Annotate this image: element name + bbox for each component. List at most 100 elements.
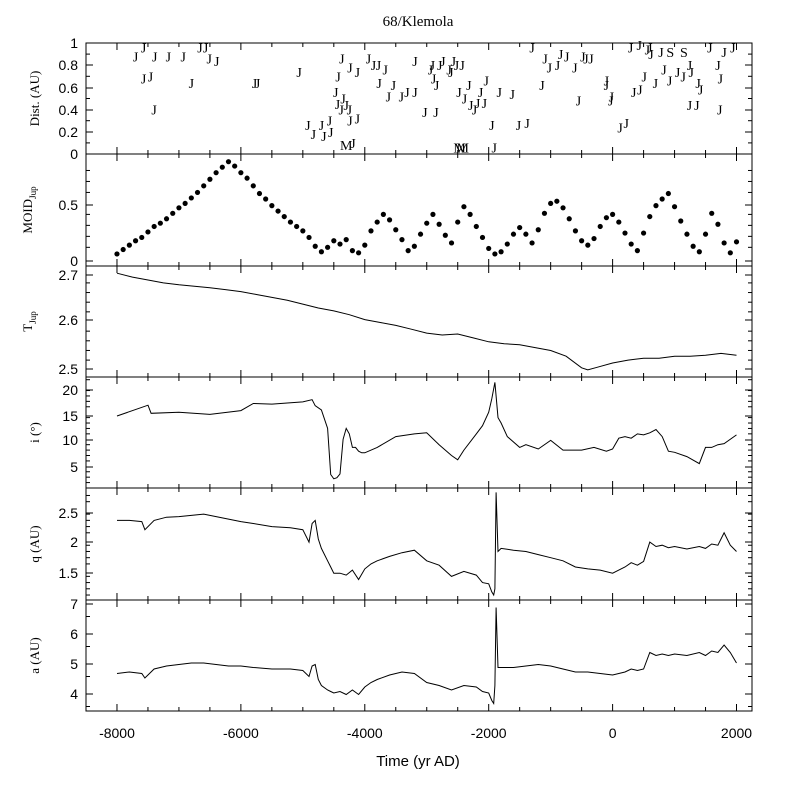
encounter-marker-J: J: [628, 41, 634, 56]
y-axis-label-text: T: [20, 324, 35, 332]
y-axis-label-text: i (°): [27, 422, 42, 443]
moid-point: [157, 220, 163, 226]
encounter-marker-J: J: [151, 104, 157, 119]
encounter-marker-J: J: [355, 112, 361, 127]
x-tick-label: -4000: [347, 725, 383, 741]
encounter-marker-J: J: [434, 79, 440, 94]
encounter-marker-J: J: [492, 141, 498, 156]
y-tick-label: 2.5: [59, 505, 79, 521]
encounter-marker-J: J: [446, 64, 452, 79]
y-axis-label-subscript: Jup: [28, 186, 38, 199]
moid-point: [201, 183, 207, 189]
y-axis-label-moid: MOIDJup: [20, 186, 38, 234]
y-axis-label-dist: Dist. (AU): [27, 71, 42, 127]
moid-point: [727, 250, 733, 256]
moid-point: [467, 211, 473, 217]
encounter-marker-J: J: [645, 44, 651, 59]
moid-point: [498, 249, 504, 255]
x-tick-label: -2000: [471, 725, 507, 741]
encounter-marker-J: J: [459, 59, 465, 74]
moid-point: [139, 234, 145, 241]
encounter-marker-J: J: [207, 53, 213, 68]
moid-point: [393, 227, 399, 233]
moid-point: [721, 240, 727, 246]
y-axis-label-text: MOID: [20, 199, 35, 234]
y-tick-label: 5: [70, 459, 78, 475]
encounter-marker-J: J: [440, 55, 446, 70]
moid-point: [225, 159, 232, 165]
moid-point: [368, 228, 374, 234]
encounter-marker-J: J: [133, 50, 139, 65]
encounter-marker-J: J: [516, 119, 522, 134]
moid-point: [529, 240, 535, 246]
moid-point: [380, 211, 386, 217]
moid-point: [300, 228, 306, 234]
encounter-marker-J: J: [539, 79, 545, 94]
encounter-marker-J: J: [319, 119, 325, 134]
moid-point: [486, 245, 492, 252]
moid-point: [603, 215, 610, 221]
x-axis-label: Time (yr AD): [376, 753, 460, 770]
y-axis-label-incl: i (°): [27, 422, 42, 443]
encounter-marker-S: S: [666, 46, 674, 61]
moid-point: [448, 240, 455, 246]
moid-point: [170, 210, 176, 216]
moid-point: [461, 204, 467, 210]
moid-point: [640, 230, 647, 236]
encounter-marker-J: J: [580, 50, 586, 65]
encounter-marker-J: J: [340, 93, 346, 108]
a-series-line: [116, 607, 737, 706]
y-axis-label-a: a (AU): [27, 637, 42, 673]
moid-point: [702, 231, 709, 237]
moid-point: [355, 250, 362, 256]
moid-point: [733, 239, 740, 245]
y-axis-label-tjup: TJup: [20, 311, 38, 332]
moid-point: [690, 243, 696, 249]
encounter-marker-J: J: [475, 97, 481, 112]
y-tick-label: 6: [70, 626, 78, 642]
encounter-marker-J: J: [412, 55, 418, 70]
moid-point: [312, 243, 318, 249]
moid-point: [405, 248, 411, 254]
panel-frame-moid: [85, 153, 753, 267]
moid-point: [585, 242, 591, 248]
encounter-marker-J: J: [687, 59, 693, 74]
moid-point: [566, 216, 572, 222]
moid-point: [132, 238, 139, 244]
encounter-marker-J: J: [637, 84, 643, 99]
encounter-marker-J: J: [152, 50, 158, 65]
encounter-marker-J: J: [466, 79, 472, 94]
moid-point: [188, 195, 194, 201]
moid-point: [517, 224, 523, 231]
encounter-marker-M: M: [456, 141, 469, 156]
encounter-marker-J: J: [339, 104, 345, 119]
moid-point: [510, 231, 517, 237]
moid-point: [591, 235, 597, 242]
encounter-marker-J: J: [604, 75, 610, 90]
moid-point: [269, 203, 275, 209]
encounter-marker-J: J: [648, 48, 654, 63]
moid-point: [541, 210, 548, 216]
axis-labels: -8000 -6000 -4000 -2000 0 2000 1 0.8 0.6 0.4 0.2 0 D…: [20, 35, 752, 741]
encounter-marker-J: J: [430, 59, 436, 74]
moid-point: [306, 234, 312, 241]
encounter-marker-J: J: [624, 117, 630, 132]
encounter-marker-J: J: [588, 53, 594, 68]
moid-point: [479, 234, 486, 241]
y-tick-label: 4: [70, 686, 78, 702]
encounter-marker-J: J: [555, 59, 561, 74]
moid-point: [659, 196, 665, 202]
encounter-marker-J: J: [695, 77, 701, 92]
moid-point: [238, 170, 244, 176]
encounter-marker-J: J: [483, 75, 489, 90]
moid-point: [610, 211, 616, 217]
encounter-marker-J: J: [141, 41, 147, 56]
moid-point: [424, 220, 430, 226]
moid-point: [473, 223, 479, 230]
encounter-marker-J: J: [675, 66, 681, 81]
encounter-marker-J: J: [647, 41, 653, 56]
encounter-marker-J: J: [422, 106, 428, 121]
encounter-marker-J: J: [707, 41, 713, 56]
encounter-marker-J: J: [366, 53, 372, 68]
encounter-marker-J: J: [715, 59, 721, 74]
